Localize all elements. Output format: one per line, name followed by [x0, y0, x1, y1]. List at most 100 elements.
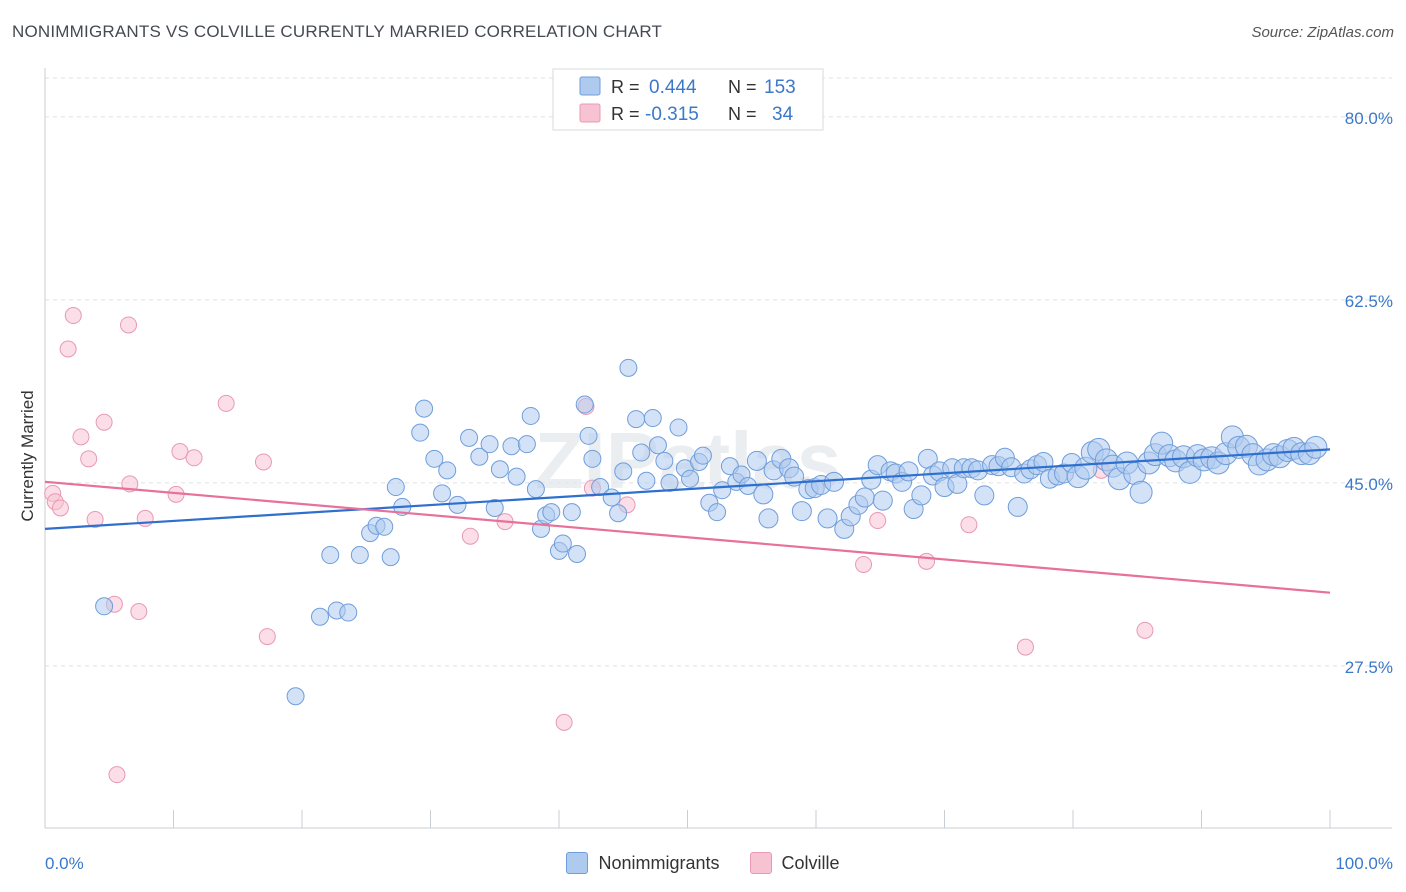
colville-point-27	[855, 555, 873, 573]
nonimmigrants-point-33	[553, 534, 572, 553]
tick-labels: 27.5% 45.0% 62.5% 80.0% 0.0% 100.0%	[45, 109, 1393, 873]
nonimmigrants-point-25	[507, 467, 526, 486]
nonimmigrants-point-88	[911, 485, 932, 506]
nonimmigrants-point-5	[339, 603, 358, 622]
legend-swatch-colville	[579, 103, 601, 123]
legend-r-value-2: -0.315	[645, 104, 699, 125]
colville-points	[44, 307, 1154, 784]
nonimmigrants-point-35	[567, 544, 586, 563]
nonimmigrants-point-23	[490, 460, 509, 479]
colville-point-4	[64, 307, 82, 325]
bottom-legend-colville: Colville	[749, 852, 840, 874]
legend-r-label-1: R =	[611, 77, 640, 97]
colville-point-31	[1016, 638, 1034, 656]
nonimmigrants-point-45	[632, 443, 651, 462]
legend-n-label-1: N =	[728, 77, 757, 97]
bottom-legend: Nonimmigrants Colville	[0, 852, 1406, 874]
colville-point-20	[258, 628, 276, 646]
colville-point-7	[86, 510, 104, 528]
nonimmigrants-point-13	[411, 423, 430, 442]
colville-point-3	[59, 340, 77, 358]
nonimmigrants-point-22	[485, 498, 504, 517]
nonimmigrants-point-37	[579, 426, 598, 445]
nonimmigrants-point-24	[502, 437, 521, 456]
colville-point-11	[120, 316, 138, 334]
y-tick-label-3: 80.0%	[1345, 109, 1393, 128]
nonimmigrants-point-6	[350, 546, 369, 565]
colville-point-28	[869, 512, 887, 530]
nonimmigrants-point-121	[1129, 480, 1153, 504]
y-tick-label-1: 45.0%	[1345, 475, 1393, 494]
colville-point-6	[80, 450, 98, 468]
nonimmigrants-point-74	[817, 508, 838, 529]
nonimmigrants-point-53	[681, 469, 700, 488]
nonimmigrants-point-21	[480, 435, 499, 454]
y-tick-label-0: 27.5%	[1345, 658, 1393, 677]
nonimmigrants-point-63	[746, 450, 767, 471]
colville-point-10	[108, 766, 126, 784]
colville-point-13	[130, 603, 148, 621]
colville-point-17	[185, 449, 203, 467]
nonimmigrants-trend-line	[44, 448, 1331, 530]
legend-swatch-nonimmigrants	[579, 76, 601, 96]
nonimmigrants-point-1	[286, 687, 305, 706]
source-label: Source: ZipAtlas.com	[1251, 24, 1394, 41]
trend-lines	[44, 448, 1331, 594]
nonimmigrants-point-48	[648, 436, 667, 455]
colville-point-8	[95, 413, 113, 431]
nonimmigrants-point-44	[627, 410, 646, 429]
legend-n-value-2: 34	[772, 104, 794, 125]
nonimmigrants-point-16	[433, 484, 452, 503]
nonimmigrants-point-38	[583, 449, 602, 468]
legend-n-value-1: 153	[764, 77, 796, 98]
nonimmigrants-point-51	[669, 418, 688, 437]
colville-point-5	[72, 428, 90, 446]
bottom-legend-swatch-nonimmigrants	[566, 852, 589, 874]
colville-point-29	[918, 552, 936, 570]
colville-point-18	[217, 394, 235, 412]
nonimmigrants-point-79	[854, 487, 875, 508]
x-tick-label-1: 100.0%	[1335, 854, 1393, 873]
y-tick-label-2: 62.5%	[1345, 292, 1393, 311]
nonimmigrants-point-70	[791, 501, 812, 522]
nonimmigrants-point-20	[470, 447, 489, 466]
colville-point-33	[1136, 621, 1154, 639]
legend-r-label-2: R =	[611, 104, 640, 124]
nonimmigrants-point-146	[1304, 435, 1328, 459]
nonimmigrants-point-2	[310, 607, 329, 626]
legend-r-value-1: 0.444	[649, 77, 697, 98]
nonimmigrants-point-0	[95, 597, 114, 616]
nonimmigrants-point-3	[321, 546, 340, 565]
x-tick-label-0: 0.0%	[45, 854, 84, 873]
grid	[45, 77, 1392, 667]
nonimmigrants-point-49	[655, 451, 674, 470]
nonimmigrants-point-10	[381, 548, 400, 567]
nonimmigrants-point-82	[872, 490, 893, 511]
bottom-legend-swatch-colville	[749, 852, 772, 874]
nonimmigrants-point-103	[1007, 496, 1028, 517]
bottom-legend-label-colville: Colville	[781, 852, 840, 873]
nonimmigrants-point-17	[438, 461, 457, 480]
nonimmigrants-point-86	[898, 461, 919, 482]
nonimmigrants-point-28	[526, 480, 545, 499]
nonimmigrants-point-41	[609, 504, 628, 523]
nonimmigrants-point-27	[521, 406, 540, 425]
colville-point-23	[555, 713, 573, 731]
nonimmigrants-point-50	[660, 473, 679, 492]
bottom-legend-nonimmigrants: Nonimmigrants	[566, 852, 720, 874]
colville-point-19	[254, 453, 272, 471]
colville-point-21	[461, 527, 479, 545]
colville-point-16	[171, 443, 189, 460]
stats-legend: R = 0.444 N = 153 R = -0.315 N = 34	[552, 68, 824, 131]
nonimmigrants-point-31	[542, 503, 561, 522]
legend-n-label-2: N =	[728, 104, 757, 124]
colville-point-30	[960, 516, 978, 534]
bottom-legend-label-nonimmigrants: Nonimmigrants	[598, 852, 720, 873]
nonimmigrants-point-26	[517, 435, 536, 454]
nonimmigrants-point-34	[562, 503, 581, 522]
y-axis-label: Currently Married	[18, 390, 37, 521]
nonimmigrants-point-75	[823, 471, 844, 492]
nonimmigrants-point-42	[614, 462, 633, 481]
nonimmigrants-point-15	[425, 449, 444, 468]
